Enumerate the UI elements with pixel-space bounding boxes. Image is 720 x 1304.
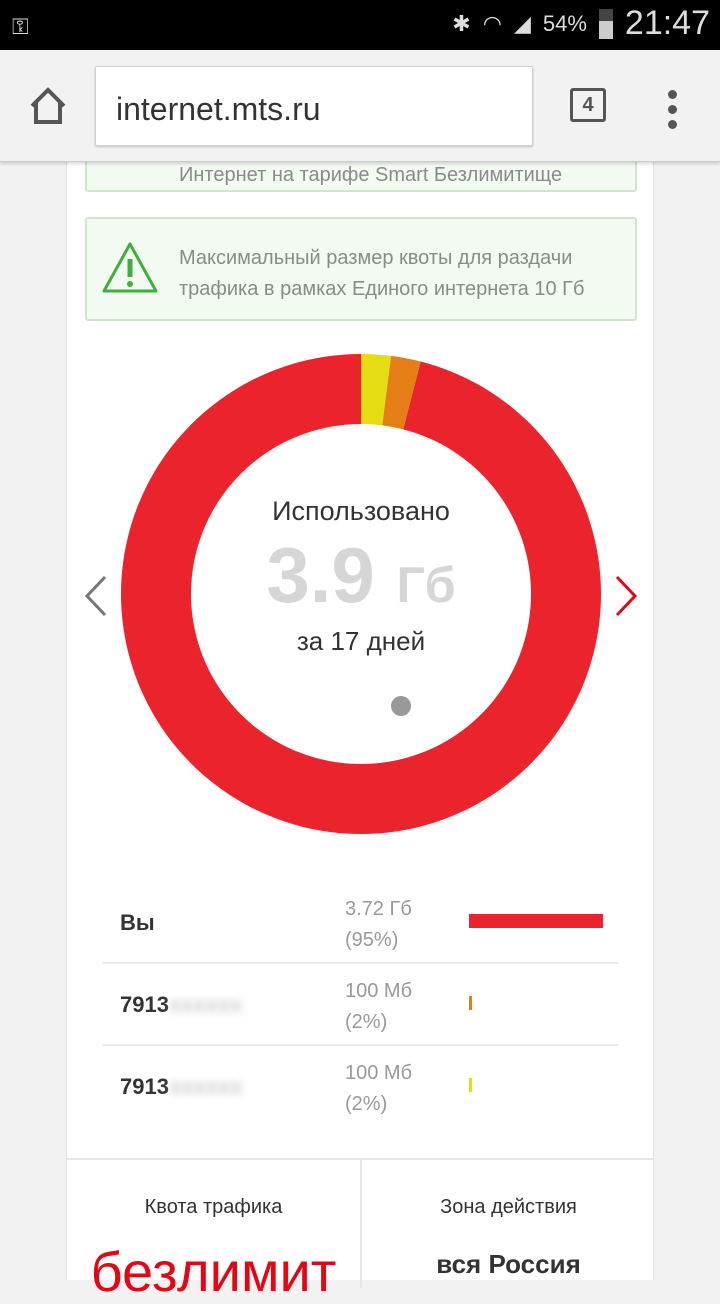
member-row: 7913xxxxxx 100 Мб (2%) (103, 1046, 619, 1128)
quota-cell: Квота трафика безлимит (67, 1160, 360, 1303)
clock: 21:47 (624, 4, 710, 42)
usage-donut-chart (121, 354, 601, 834)
zone-cell: Зона действия вся Россия (360, 1160, 655, 1288)
notice-text: Интернет на тарифе Smart Безлимитище (179, 164, 563, 186)
member-percent: (2%) (345, 1093, 388, 1115)
member-row: Вы 3.72 Гб (95%) (103, 882, 619, 964)
used-unit: Гб (396, 557, 456, 613)
chevron-left-icon[interactable] (83, 574, 109, 618)
member-row: 7913xxxxxx 100 Мб (2%) (103, 964, 619, 1046)
home-icon[interactable] (28, 86, 68, 126)
member-usage: 100 Мб (2%) (345, 976, 412, 1038)
zone-label: Зона действия (440, 1196, 577, 1218)
browser-toolbar: internet.mts.ru 4 (0, 50, 720, 162)
member-number: 7913 (120, 1074, 169, 1099)
member-percent: (2%) (345, 1011, 388, 1033)
used-label: Использовано (272, 496, 450, 526)
quota-notice: Максимальный размер квоты для раздачи тр… (85, 217, 637, 321)
members-list: Вы 3.72 Гб (95%) 7913xxxxxx 100 Мб (2%) 79… (103, 882, 619, 1128)
member-name: 7913xxxxxx (120, 1074, 242, 1100)
member-name: 7913xxxxxx (120, 992, 242, 1018)
member-usage: 3.72 Гб (95%) (345, 894, 412, 956)
member-usage-bar (469, 1078, 472, 1092)
donut-segment-1 (382, 355, 421, 430)
member-amount: 100 Мб (345, 1062, 413, 1084)
member-percent: (95%) (345, 929, 399, 951)
member-usage-bar (469, 914, 603, 928)
used-number: 3.9 (266, 531, 375, 619)
key-icon: ⚿ (12, 14, 29, 39)
menu-icon[interactable] (668, 90, 678, 135)
member-amount: 100 Мб (345, 980, 413, 1002)
member-usage-bar (469, 996, 472, 1010)
pager-dot[interactable] (391, 696, 411, 716)
quota-value: безлимит (90, 1240, 337, 1303)
member-usage: 100 Мб (2%) (345, 1058, 412, 1120)
warning-icon (102, 242, 158, 293)
used-value: 3.9 Гб (67, 530, 655, 621)
battery-text: 54% (542, 10, 587, 36)
signal-icon: ◢ (513, 10, 531, 36)
member-number: 7913 (120, 992, 169, 1017)
member-masked: xxxxxx (168, 992, 243, 1017)
chevron-right-icon[interactable] (613, 574, 639, 618)
tab-switcher-button[interactable]: 4 (570, 88, 606, 122)
wifi-icon: ◠ (482, 10, 502, 36)
status-bar: ⚿ ✱ ◠ ◢ 54% 21:47 (0, 0, 720, 50)
member-masked: xxxxxx (168, 1074, 243, 1099)
member-number: Вы (120, 910, 155, 935)
donut-segment-0 (361, 354, 392, 426)
zone-value: вся Россия (436, 1249, 581, 1279)
member-amount: 3.72 Гб (345, 898, 412, 920)
quota-label: Квота трафика (144, 1196, 283, 1218)
battery-icon (598, 8, 613, 39)
bluetooth-icon: ✱ (452, 10, 471, 36)
content-card: Интернет на тарифе Smart Безлимитище Мак… (66, 100, 655, 1303)
tariff-info: Квота трафика безлимит Зона действия вся… (67, 1158, 655, 1303)
member-name: Вы (120, 910, 155, 936)
notice-text: Максимальный размер квоты для раздачи тр… (179, 247, 585, 300)
url-bar[interactable]: internet.mts.ru (95, 66, 533, 146)
used-period: за 17 дней (296, 626, 426, 656)
